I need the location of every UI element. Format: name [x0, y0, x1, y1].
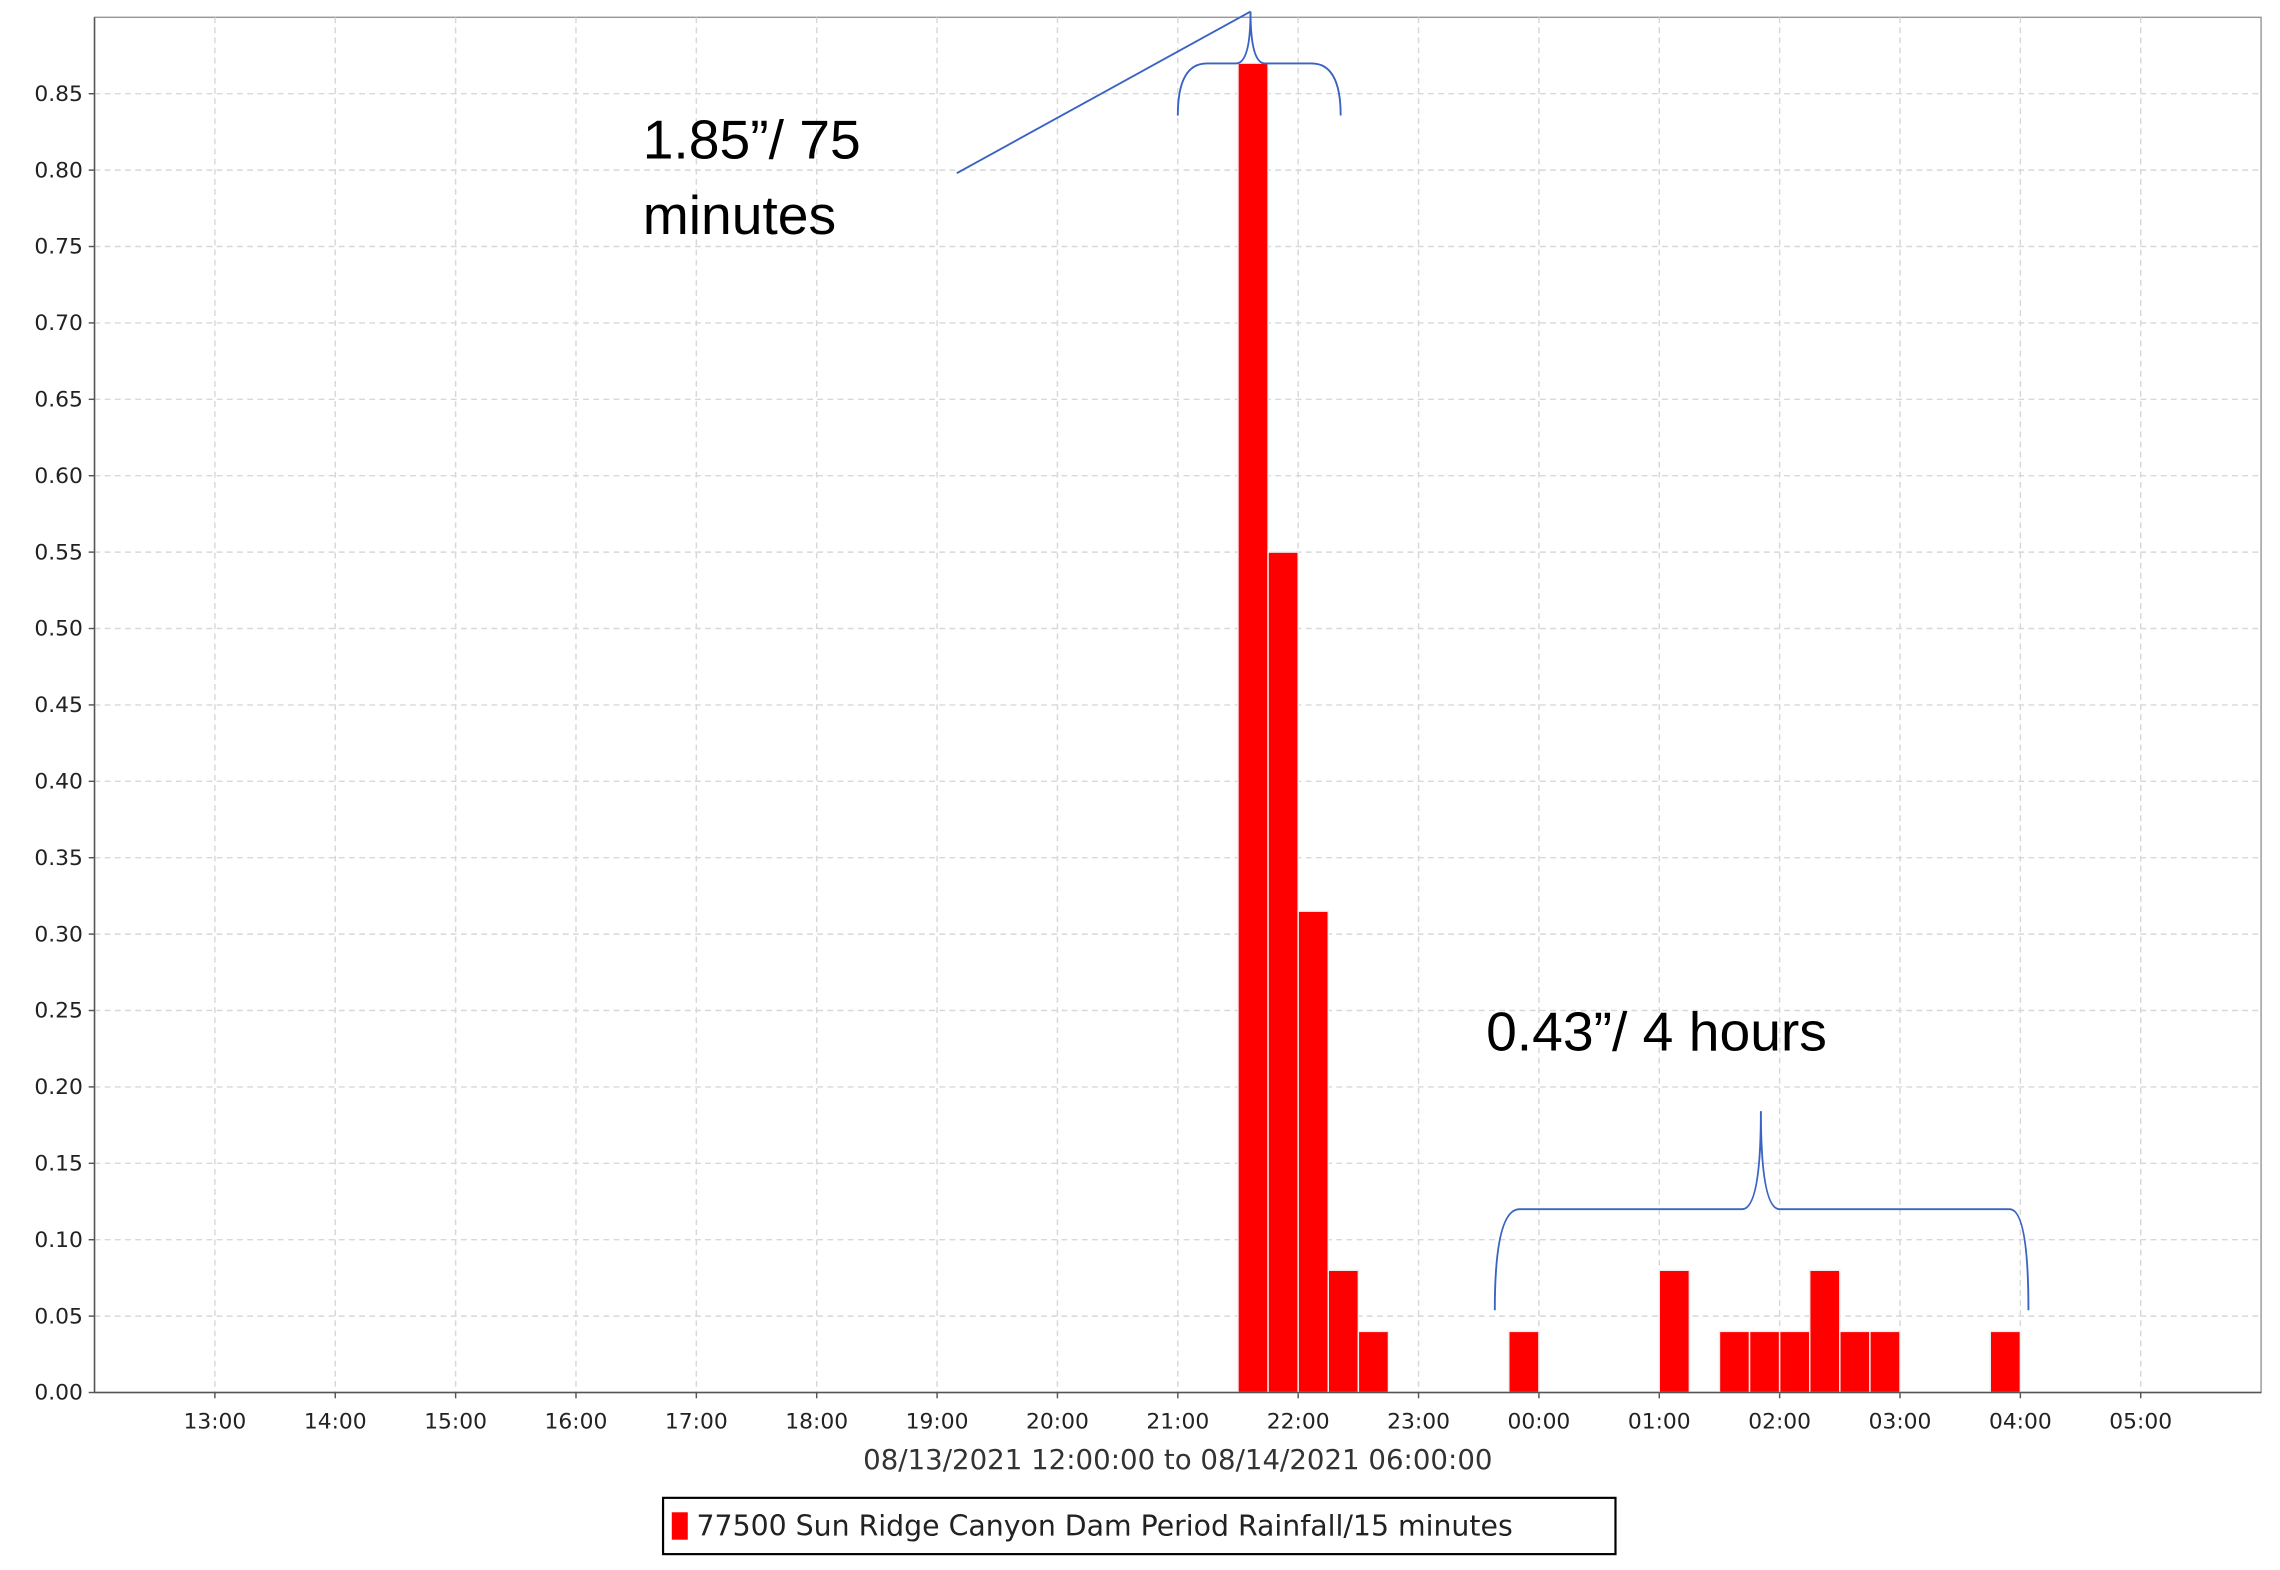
annotation-bracket [1493, 1111, 2030, 1311]
y-tick-label: 0.60 [34, 464, 83, 489]
x-tick-label: 18:00 [785, 1410, 848, 1435]
bar [1237, 62, 1269, 1394]
y-tick-label: 0.25 [34, 999, 83, 1024]
bar [1839, 1330, 1871, 1394]
x-tick-label: 03:00 [1869, 1410, 1932, 1435]
x-tick-label: 16:00 [545, 1410, 608, 1435]
y-tick-label: 0.00 [34, 1381, 83, 1406]
y-tick-label: 0.35 [34, 846, 83, 871]
x-tick-label: 00:00 [1507, 1410, 1570, 1435]
annotation: 1.85”/ 75 [643, 109, 861, 171]
annotation: 0.43”/ 4 hours [1486, 1001, 1827, 1063]
x-tick-label: 23:00 [1387, 1410, 1450, 1435]
y-tick-label: 0.10 [34, 1228, 83, 1253]
y-tick-label: 0.20 [34, 1075, 83, 1100]
x-tick-label: 13:00 [183, 1410, 246, 1435]
y-tick-label: 0.15 [34, 1152, 83, 1177]
x-tick-label: 21:00 [1146, 1410, 1209, 1435]
x-tick-label: 22:00 [1267, 1410, 1330, 1435]
bar [1778, 1330, 1811, 1394]
legend-label: 77500 Sun Ridge Canyon Dam Period Rainfa… [697, 1509, 1513, 1542]
x-tick-label: 17:00 [665, 1410, 728, 1435]
y-tick-label: 0.65 [34, 388, 83, 413]
x-tick-label: 14:00 [304, 1410, 367, 1435]
y-tick-label: 0.50 [34, 617, 83, 642]
y-tick-label: 0.70 [34, 311, 83, 336]
y-tick-label: 0.30 [34, 922, 83, 947]
x-axis-title: 08/13/2021 12:00:00 to 08/14/2021 06:00:… [863, 1444, 1492, 1476]
y-tick-label: 0.45 [34, 693, 83, 718]
bar [1748, 1330, 1781, 1394]
bar [1327, 1269, 1360, 1394]
x-tick-label: 01:00 [1628, 1410, 1691, 1435]
y-tick-label: 0.85 [34, 82, 83, 107]
bar [1297, 910, 1329, 1394]
x-tick-label: 04:00 [1989, 1410, 2052, 1435]
bar [1508, 1330, 1540, 1394]
bar [1989, 1330, 2022, 1394]
x-tick-label: 20:00 [1026, 1410, 1089, 1435]
annotation: minutes [643, 184, 836, 246]
bar [1658, 1269, 1691, 1394]
x-tick-label: 02:00 [1748, 1410, 1811, 1435]
bar [1808, 1269, 1841, 1394]
y-tick-label: 0.80 [34, 158, 83, 183]
y-tick-label: 0.05 [34, 1304, 83, 1329]
x-tick-label: 15:00 [424, 1410, 487, 1435]
legend-swatch [671, 1512, 688, 1540]
y-tick-label: 0.75 [34, 235, 83, 260]
bar [1869, 1330, 1901, 1394]
annotation-bracket [956, 10, 1342, 174]
x-tick-label: 19:00 [906, 1410, 969, 1435]
y-tick-label: 0.40 [34, 770, 83, 795]
bar [1718, 1330, 1751, 1394]
legend-box [661, 1496, 1617, 1556]
x-tick-label: 05:00 [2109, 1410, 2172, 1435]
bar [1357, 1330, 1390, 1394]
y-tick-label: 0.55 [34, 540, 83, 565]
bar [1267, 551, 1299, 1394]
